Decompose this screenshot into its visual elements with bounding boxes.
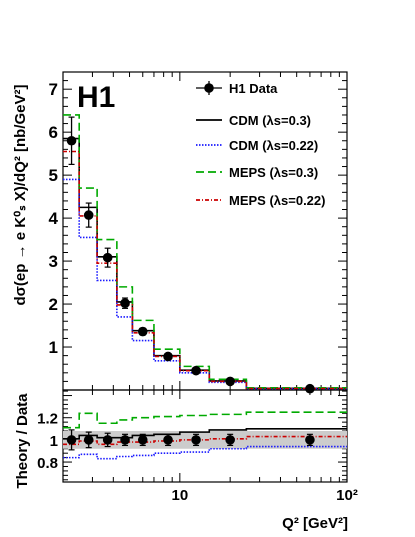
main-data-point [305, 383, 315, 394]
legend: H1 Data CDM (λs=0.3) CDM (λs=0.22) MEPS (λs… [196, 81, 325, 208]
ratio-series-meps-s-0-22- [63, 435, 347, 446]
h1-label: H1 [77, 81, 115, 114]
ratio-y-tick-label: 1.2 [37, 411, 58, 428]
legend-label: CDM (λs=0.3) [229, 113, 311, 128]
ratio-y-tick-label: 1 [50, 433, 58, 450]
ratio-data-point [137, 435, 148, 445]
x-tick-label-10: 10 [171, 487, 188, 504]
main-series-meps-s-0-3- [63, 114, 347, 389]
ratio-series-cdm-s-0-3- [63, 427, 347, 440]
main-data-point [66, 135, 77, 146]
main-series-meps-s-0-22- [63, 150, 347, 390]
main-y-tick-label: 5 [49, 166, 58, 185]
main-y-tick-label: 1 [49, 338, 58, 357]
legend-label: H1 Data [229, 81, 278, 96]
main-y-tick-label: 2 [49, 295, 58, 314]
main-data-point [225, 376, 235, 387]
main-y-tick-label: 7 [49, 80, 58, 99]
legend-label: MEPS (λs=0.3) [229, 165, 318, 180]
main-y-tick-label: 4 [49, 209, 59, 228]
main-panel: 1 2 3 4 5 6 7 [49, 71, 348, 394]
legend-label: CDM (λs=0.22) [229, 138, 318, 153]
ratio-y-tick-label: 0.8 [37, 455, 58, 472]
ratio-series-meps-s-0-3- [63, 411, 347, 429]
main-data-point [120, 298, 130, 308]
ratio-data-point [225, 435, 235, 445]
x-tick-label-100: 10² [336, 487, 358, 504]
main-y-tick-label: 6 [49, 123, 58, 142]
main-data-point [191, 365, 201, 376]
ratio-data-point [66, 435, 77, 445]
legend-label: MEPS (λs=0.22) [229, 193, 325, 208]
ratio-data-point [120, 435, 130, 445]
ratio-data-point [191, 435, 201, 445]
ratio-data-point [305, 435, 315, 445]
main-y-tick-label: 3 [49, 252, 58, 271]
main-series-cdm-s-0-22- [63, 178, 347, 390]
ratio-panel: 0.8 1 1.2 10 10² [37, 389, 358, 504]
ratio-data-point [83, 435, 94, 445]
main-data-point [102, 252, 113, 263]
ratio-series-cdm-s-0-22- [63, 445, 347, 460]
main-data-point [83, 210, 94, 220]
main-y-axis-title: dσ(ep → e K⁰ₛ X)/dQ² [nb/GeV²] [12, 84, 29, 305]
ratio-data-point [102, 435, 113, 445]
main-data-point [137, 326, 148, 337]
x-axis-title: Q² [GeV²] [282, 515, 348, 532]
main-data-point [163, 351, 173, 362]
ratio-data-point [163, 435, 173, 445]
ratio-y-axis-title: Theory / Data [14, 393, 31, 489]
legend-data-marker [204, 83, 214, 93]
